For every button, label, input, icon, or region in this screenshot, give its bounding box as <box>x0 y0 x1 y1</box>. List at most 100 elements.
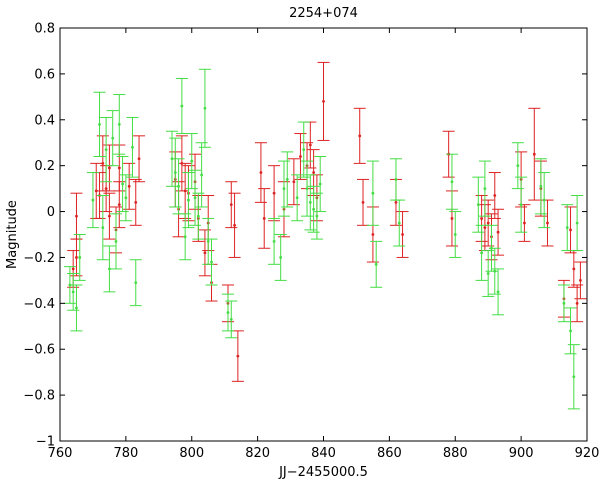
point-marker <box>187 198 190 202</box>
point-marker <box>546 221 549 225</box>
point-marker <box>322 100 325 103</box>
point-marker <box>285 178 289 181</box>
point-marker <box>111 136 115 140</box>
point-marker <box>450 217 454 220</box>
series-1 <box>63 68 584 410</box>
data-point <box>103 245 116 293</box>
point-marker <box>101 161 105 165</box>
data-point <box>100 116 113 183</box>
data-point <box>488 172 501 219</box>
point-marker <box>279 256 283 259</box>
point-marker <box>203 106 207 110</box>
data-point <box>70 192 83 240</box>
data-point <box>258 188 271 249</box>
data-point <box>294 133 307 180</box>
point-marker <box>190 159 194 163</box>
data-point <box>202 217 215 265</box>
point-marker <box>565 226 569 230</box>
data-point <box>225 300 238 339</box>
point-marker <box>496 230 500 234</box>
point-marker <box>117 203 121 207</box>
point-marker <box>318 182 322 186</box>
point-marker <box>483 187 487 191</box>
y-axis-label: Magnitude <box>5 200 20 269</box>
point-marker <box>134 200 138 204</box>
data-point <box>86 172 99 229</box>
point-marker <box>401 233 404 236</box>
point-marker <box>539 184 543 188</box>
y-tick-label: −0.8 <box>23 389 55 404</box>
point-marker <box>394 200 398 204</box>
point-marker <box>193 196 197 200</box>
y-tick-label: 0.8 <box>34 22 55 37</box>
point-marker <box>203 251 207 255</box>
chart-title: 2254+074 <box>289 6 358 21</box>
data-point <box>353 107 366 164</box>
data-point <box>70 284 83 332</box>
data-point <box>189 169 202 226</box>
y-tick-label: −0.6 <box>23 343 55 358</box>
data-point <box>254 142 267 203</box>
point-marker <box>371 191 375 195</box>
point-marker <box>127 184 131 188</box>
point-marker <box>394 178 398 181</box>
point-marker <box>114 239 118 243</box>
point-marker <box>101 226 105 230</box>
data-point <box>126 116 139 178</box>
point-marker <box>180 104 184 108</box>
data-point <box>534 158 547 215</box>
data-point <box>103 192 116 240</box>
data-point <box>274 234 287 281</box>
data-point <box>317 61 330 141</box>
data-point <box>113 94 126 155</box>
point-marker <box>183 189 187 193</box>
data-point <box>396 211 409 258</box>
point-marker <box>259 171 263 174</box>
data-point <box>129 178 142 226</box>
point-marker <box>282 187 286 191</box>
point-marker <box>108 267 111 271</box>
y-tick-label: −0.4 <box>23 297 55 312</box>
point-marker <box>104 148 108 152</box>
data-point <box>73 234 86 281</box>
data-point <box>574 261 587 300</box>
data-point <box>169 137 182 208</box>
point-marker <box>173 171 177 174</box>
data-point <box>228 192 241 258</box>
tick-layer: 760 780 800 820 840 860 880 900 920 −1 −0.8 −0.6 −0.… <box>23 22 599 462</box>
point-marker <box>542 198 546 202</box>
x-tick-label: 760 <box>48 446 73 461</box>
point-marker <box>75 256 78 259</box>
point-marker <box>312 207 316 211</box>
data-point <box>449 211 462 258</box>
point-marker <box>121 182 124 186</box>
point-marker <box>98 122 101 126</box>
data-point <box>179 213 192 261</box>
point-marker <box>200 173 204 177</box>
data-point <box>268 217 281 265</box>
point-marker <box>480 217 483 220</box>
data-point <box>482 250 495 297</box>
point-marker <box>575 301 579 305</box>
point-marker <box>108 214 111 218</box>
point-marker <box>308 200 312 204</box>
point-marker <box>91 198 95 202</box>
x-tick-label: 780 <box>113 446 138 461</box>
data-point <box>185 133 198 190</box>
data-point <box>515 176 528 233</box>
y-tick-label: 0.4 <box>34 113 55 128</box>
point-marker <box>371 233 375 236</box>
data-point <box>96 194 109 261</box>
point-marker <box>486 272 490 275</box>
data-point <box>314 155 327 213</box>
point-marker <box>572 375 576 379</box>
point-marker <box>68 283 72 287</box>
data-point <box>571 284 584 323</box>
point-marker <box>397 221 401 225</box>
point-marker <box>476 203 480 207</box>
point-marker <box>496 290 500 294</box>
data-point <box>291 174 304 222</box>
point-marker <box>374 262 378 266</box>
data-point <box>129 259 142 307</box>
data-point <box>182 172 195 229</box>
